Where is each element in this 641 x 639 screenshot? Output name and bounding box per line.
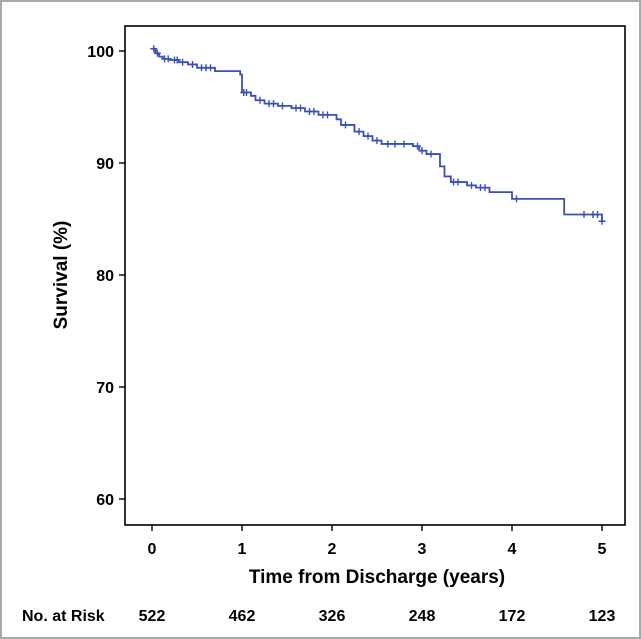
- risk-value: 462: [229, 608, 256, 625]
- censor-mark: [150, 45, 158, 53]
- censor-mark: [153, 49, 161, 57]
- risk-table-label: No. at Risk: [22, 608, 105, 625]
- censor-mark: [391, 140, 399, 148]
- survival-curve: [152, 47, 603, 222]
- x-tick-label: 5: [598, 541, 607, 558]
- censor-mark: [355, 128, 363, 136]
- censor-mark: [342, 121, 349, 129]
- censor-mark: [384, 140, 392, 148]
- censor-mark: [400, 140, 408, 148]
- censor-mark: [324, 111, 331, 119]
- y-axis-title: Survival (%): [51, 221, 72, 330]
- y-tick-label: 60: [96, 492, 114, 509]
- survival-curve-layer: [150, 45, 606, 225]
- x-tick-label: 3: [418, 541, 427, 558]
- y-tick-label: 100: [87, 44, 114, 61]
- x-tick-label: 4: [508, 541, 517, 558]
- censor-mark: [256, 96, 264, 104]
- x-tick-label: 1: [238, 541, 247, 558]
- risk-value: 248: [409, 608, 436, 625]
- censor-mark: [364, 132, 372, 140]
- censor-mark: [580, 211, 588, 219]
- censor-mark: [468, 181, 475, 189]
- censor-mark: [270, 100, 277, 108]
- censor-mark: [207, 64, 214, 72]
- censor-mark: [243, 88, 250, 96]
- y-tick-label: 90: [96, 156, 114, 173]
- censor-mark: [164, 55, 172, 63]
- censor-mark: [594, 211, 601, 219]
- y-tick-label: 80: [96, 268, 114, 285]
- risk-value: 522: [139, 608, 166, 625]
- censor-mark: [454, 178, 462, 186]
- x-tick-label: 0: [148, 541, 157, 558]
- censor-mark: [481, 184, 489, 192]
- plot-area: [124, 25, 626, 526]
- censor-mark: [297, 104, 304, 112]
- censor-mark: [189, 60, 196, 68]
- risk-value: 172: [499, 608, 526, 625]
- censor-mark: [279, 102, 286, 110]
- censor-mark: [179, 58, 187, 66]
- censor-mark: [418, 147, 426, 155]
- x-tick-label: 2: [328, 541, 337, 558]
- x-axis-title: Time from Discharge (years): [249, 567, 505, 588]
- y-tick-label: 70: [96, 380, 114, 397]
- censor-mark: [427, 150, 435, 158]
- censor-mark: [598, 217, 606, 225]
- risk-table: No. at Risk 522 462 326 248 172 123: [22, 608, 615, 625]
- censor-mark: [310, 107, 318, 115]
- y-axis: 100 90 80 70 60: [87, 44, 125, 509]
- x-axis: 0 1 2 3 4 5: [148, 525, 607, 558]
- censor-mark: [513, 195, 520, 203]
- censor-mark: [373, 137, 381, 145]
- risk-value: 123: [589, 608, 616, 625]
- censor-mark: [173, 56, 181, 64]
- censor-mark: [414, 142, 421, 150]
- risk-value: 326: [319, 608, 346, 625]
